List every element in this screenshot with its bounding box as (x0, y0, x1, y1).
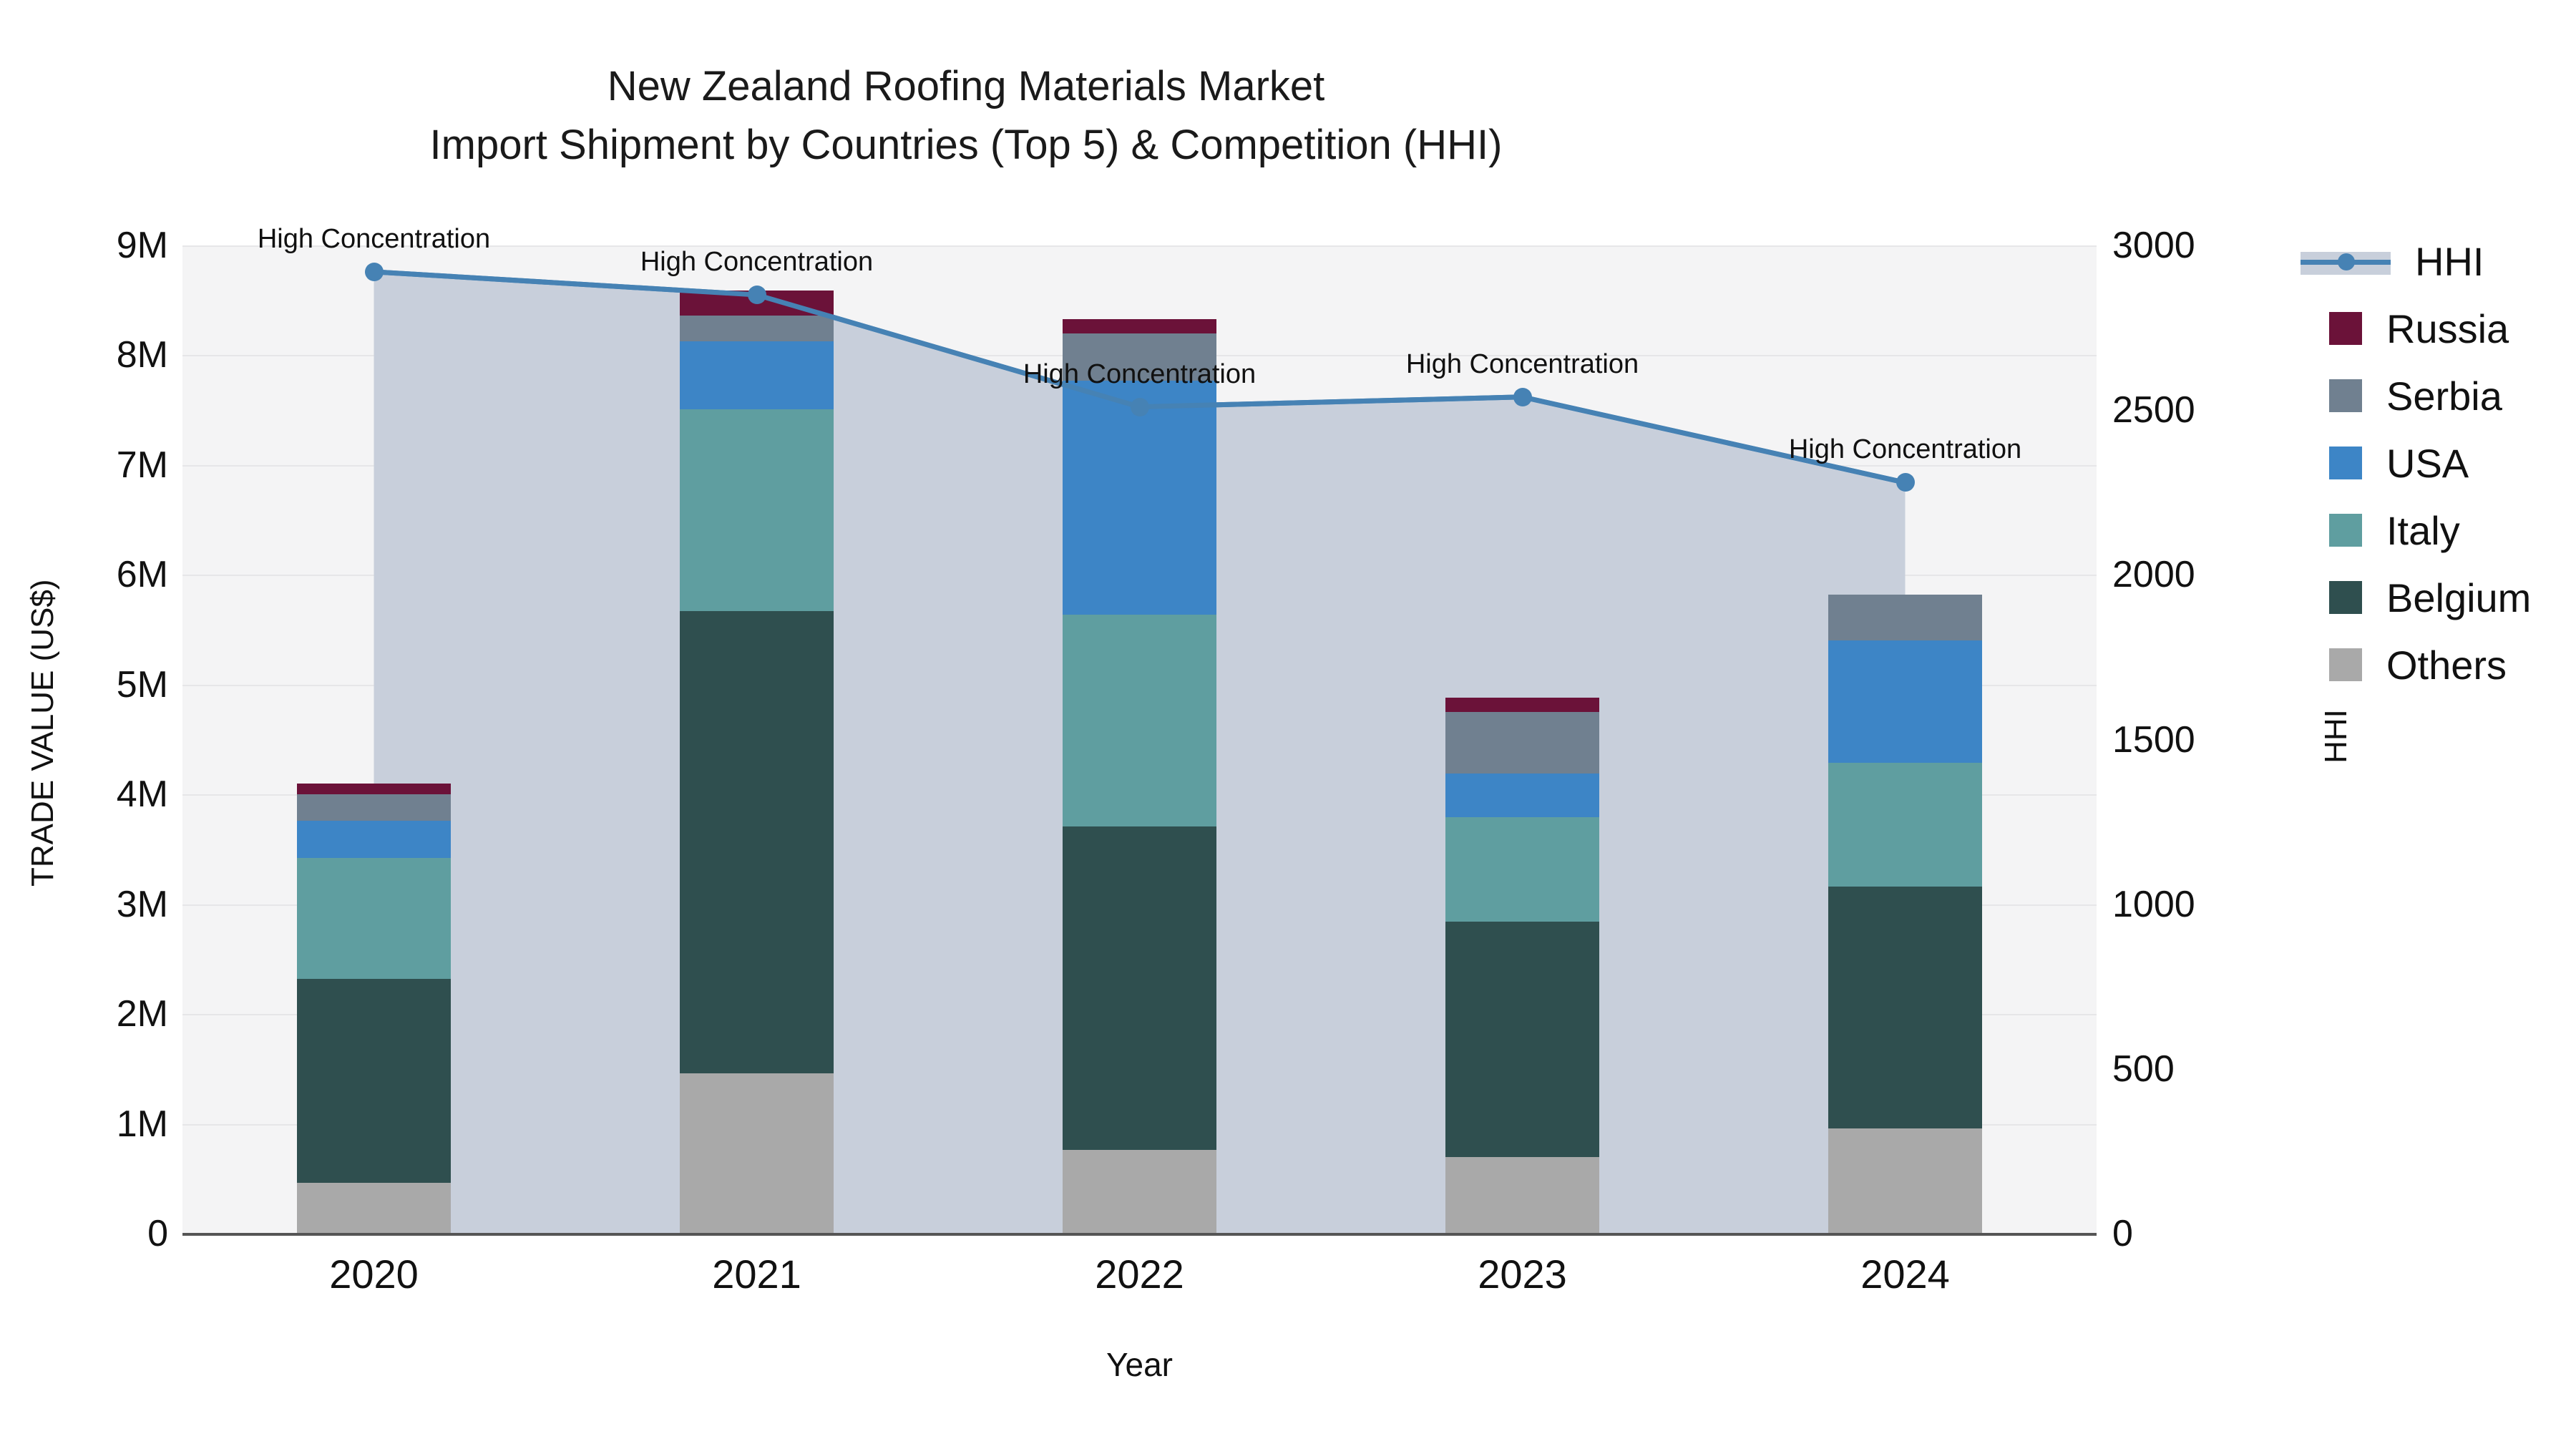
y-tick-left: 0 (147, 1213, 168, 1254)
y-tick-left: 3M (116, 883, 168, 925)
bar-segment-belgium[interactable] (680, 611, 834, 1073)
hhi-point-2024[interactable] (1896, 473, 1915, 492)
y-tick-right: 2500 (2112, 389, 2195, 431)
legend-swatch-usa (2329, 447, 2362, 479)
gridline (182, 245, 2097, 247)
bar-stack-2023[interactable] (1445, 698, 1599, 1234)
legend-item-others[interactable]: Others (2301, 631, 2531, 698)
x-tick-2024: 2024 (1860, 1252, 1950, 1297)
legend-item-usa[interactable]: USA (2301, 429, 2531, 497)
hhi-point-2022[interactable] (1130, 397, 1149, 416)
plot-area (182, 245, 2097, 1235)
bar-segment-others[interactable] (1063, 1150, 1216, 1234)
bar-segment-belgium[interactable] (1445, 922, 1599, 1157)
y-tick-right: 1500 (2112, 718, 2195, 761)
y-tick-left: 7M (116, 444, 168, 486)
x-axis-line (182, 1233, 2097, 1236)
bar-stack-2024[interactable] (1828, 594, 1982, 1234)
bar-segment-russia[interactable] (1445, 698, 1599, 713)
bar-segment-serbia[interactable] (297, 794, 451, 821)
legend-point-swatch (2338, 253, 2355, 270)
bar-segment-belgium[interactable] (1828, 887, 1982, 1128)
annotation-high-concentration-2022: High Concentration (1023, 358, 1257, 389)
bar-segment-italy[interactable] (1445, 817, 1599, 922)
y-tick-left: 5M (116, 663, 168, 706)
x-axis-title: Year (1106, 1346, 1173, 1383)
y-tick-left: 9M (116, 225, 168, 266)
x-tick-2021: 2021 (712, 1252, 801, 1297)
bar-segment-italy[interactable] (680, 409, 834, 611)
y-tick-left: 1M (116, 1103, 168, 1145)
bar-stack-2022[interactable] (1063, 318, 1216, 1234)
bar-segment-belgium[interactable] (1063, 826, 1216, 1151)
legend-swatch-russia (2329, 312, 2362, 345)
chart-legend: HHI Russia Serbia USA Italy Belgium Others (2301, 228, 2531, 698)
x-tick-2022: 2022 (1095, 1252, 1184, 1297)
hhi-point-2023[interactable] (1513, 387, 1532, 406)
legend-swatch-serbia (2329, 379, 2362, 412)
bar-stack-2021[interactable] (680, 290, 834, 1234)
chart-title-line-1: New Zealand Roofing Materials Market (607, 63, 1325, 109)
annotation-high-concentration-2024: High Concentration (1788, 434, 2022, 465)
legend-item-hhi[interactable]: HHI (2301, 228, 2531, 295)
legend-item-italy[interactable]: Italy (2301, 497, 2531, 564)
legend-label: HHI (2415, 238, 2484, 284)
bar-segment-usa[interactable] (297, 821, 451, 859)
y-tick-right: 1000 (2112, 883, 2195, 925)
bar-segment-usa[interactable] (680, 341, 834, 409)
chart-title-line-2: Import Shipment by Countries (Top 5) & C… (429, 122, 1503, 169)
x-tick-2020: 2020 (329, 1252, 419, 1297)
bar-segment-others[interactable] (1828, 1128, 1982, 1234)
hhi-point-2021[interactable] (747, 286, 766, 305)
bar-segment-others[interactable] (680, 1073, 834, 1234)
y-tick-right: 500 (2112, 1048, 2175, 1090)
legend-label: Russia (2386, 306, 2509, 351)
bar-segment-russia[interactable] (1063, 318, 1216, 333)
legend-item-russia[interactable]: Russia (2301, 295, 2531, 362)
y-tick-right: 0 (2112, 1213, 2133, 1254)
y-tick-right: 2000 (2112, 554, 2195, 596)
annotation-high-concentration-2023: High Concentration (1405, 348, 1639, 379)
legend-swatch-italy (2329, 514, 2362, 547)
hhi-point-2020[interactable] (364, 262, 384, 281)
legend-label: Belgium (2386, 575, 2532, 620)
bar-segment-italy[interactable] (1063, 614, 1216, 826)
legend-swatch-belgium (2329, 581, 2362, 614)
y-tick-right: 3000 (2112, 225, 2195, 266)
bar-segment-serbia[interactable] (680, 316, 834, 341)
chart-title: New Zealand Roofing Materials Market Imp… (0, 57, 1932, 175)
bar-segment-usa[interactable] (1445, 774, 1599, 818)
annotation-high-concentration-2020: High Concentration (257, 223, 491, 254)
y-tick-left: 4M (116, 774, 168, 816)
legend-item-belgium[interactable]: Belgium (2301, 564, 2531, 631)
legend-swatch-others (2329, 648, 2362, 681)
bar-segment-others[interactable] (297, 1183, 451, 1234)
legend-label: USA (2386, 440, 2469, 486)
legend-line-marker-icon (2301, 245, 2391, 278)
legend-label: Serbia (2386, 373, 2502, 419)
y-tick-left: 2M (116, 993, 168, 1035)
legend-item-serbia[interactable]: Serbia (2301, 362, 2531, 429)
y-tick-left: 8M (116, 334, 168, 376)
bar-segment-belgium[interactable] (297, 979, 451, 1184)
y-axis-left-title: TRADE VALUE (US$) (25, 579, 60, 887)
y-tick-left: 6M (116, 554, 168, 596)
x-tick-2023: 2023 (1478, 1252, 1567, 1297)
bar-segment-others[interactable] (1445, 1156, 1599, 1234)
legend-label: Others (2386, 642, 2507, 688)
annotation-high-concentration-2021: High Concentration (640, 247, 874, 278)
bar-segment-russia[interactable] (297, 783, 451, 795)
legend-label: Italy (2386, 507, 2460, 553)
bar-segment-serbia[interactable] (1445, 712, 1599, 774)
bar-segment-serbia[interactable] (1828, 594, 1982, 641)
bar-stack-2020[interactable] (297, 783, 451, 1234)
bar-segment-italy[interactable] (297, 858, 451, 980)
bar-segment-italy[interactable] (1828, 762, 1982, 887)
bar-segment-usa[interactable] (1828, 640, 1982, 763)
